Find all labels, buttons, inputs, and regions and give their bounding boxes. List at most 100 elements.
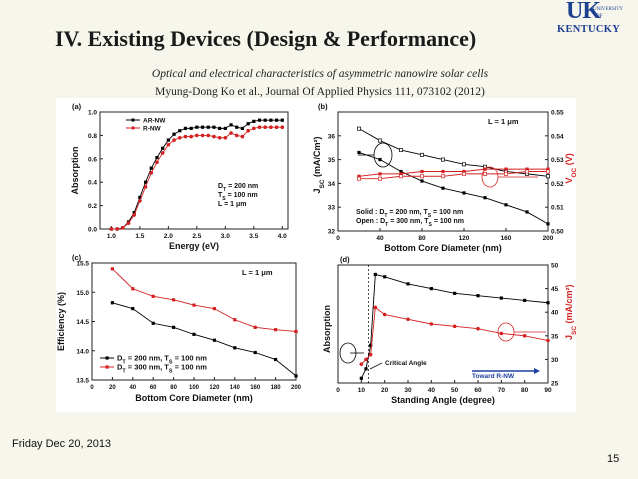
data-point bbox=[546, 222, 550, 226]
data-point bbox=[378, 176, 382, 181]
data-point bbox=[172, 325, 176, 329]
y-axis-label: Absorption bbox=[70, 147, 80, 195]
data-point bbox=[252, 126, 256, 131]
data-point bbox=[109, 227, 114, 231]
data-point bbox=[420, 174, 424, 179]
data-point bbox=[441, 174, 445, 179]
x-tick-label: 80 bbox=[170, 385, 177, 391]
series-line-1 bbox=[361, 306, 549, 365]
data-point bbox=[274, 125, 279, 130]
data-point bbox=[525, 210, 529, 214]
data-point bbox=[483, 171, 487, 176]
y-tick-label: 35 bbox=[328, 157, 336, 164]
x-tick-label: 200 bbox=[543, 235, 554, 242]
data-point bbox=[183, 134, 188, 139]
data-point bbox=[240, 134, 245, 139]
direction-arrowhead bbox=[534, 368, 540, 374]
legend-marker bbox=[131, 118, 135, 122]
x-tick-label: 60 bbox=[150, 385, 157, 391]
y-right-tick-label: 0.50 bbox=[551, 229, 564, 236]
y-axis-label: Efficiency (%) bbox=[56, 292, 66, 351]
annotation-text: L = 1 μm bbox=[488, 117, 519, 126]
data-point bbox=[161, 146, 165, 150]
annotation-text: Critical Angle bbox=[385, 360, 427, 367]
data-point bbox=[383, 275, 387, 279]
data-point bbox=[420, 169, 424, 174]
panel-a-frame bbox=[99, 111, 289, 230]
data-point bbox=[252, 119, 256, 123]
y-tick-label: 32 bbox=[328, 229, 336, 236]
x-tick-label: 60 bbox=[474, 387, 482, 394]
data-point bbox=[429, 287, 433, 291]
data-point bbox=[373, 305, 378, 310]
data-point bbox=[253, 350, 257, 355]
x-tick-label: 4.0 bbox=[278, 233, 287, 240]
panel-d-frame bbox=[337, 264, 549, 384]
data-point bbox=[476, 326, 480, 331]
logo-uk-text: UK bbox=[566, 0, 601, 24]
x-tick-label: 3.0 bbox=[221, 233, 230, 240]
x-tick-label: 40 bbox=[129, 385, 136, 391]
data-point bbox=[240, 126, 245, 130]
data-point bbox=[546, 301, 550, 305]
x-tick-label: 100 bbox=[189, 385, 200, 391]
data-point bbox=[138, 199, 142, 203]
x-tick-label: 0 bbox=[336, 387, 340, 394]
highlight-ellipse bbox=[373, 142, 393, 168]
y-tick-label: 15.0 bbox=[76, 290, 89, 297]
x-tick-label: 3.5 bbox=[249, 233, 258, 240]
x-tick-label: 20 bbox=[381, 387, 389, 394]
y-right-tick-label: 35 bbox=[551, 333, 559, 340]
data-point bbox=[453, 291, 457, 295]
x-tick-label: 2.5 bbox=[192, 233, 201, 240]
data-point bbox=[399, 169, 403, 174]
data-point bbox=[523, 298, 527, 302]
x-axis-label: Bottom Core Diameter (nm) bbox=[384, 243, 502, 253]
y-right-axis-label: JSC (mA/cm²) bbox=[564, 284, 576, 340]
y-tick-label: 36 bbox=[328, 133, 336, 140]
y-tick-label: 14.5 bbox=[76, 319, 89, 326]
y-tick-label: 33 bbox=[328, 205, 336, 212]
data-point bbox=[217, 135, 222, 140]
series-line-1 bbox=[111, 126, 283, 230]
data-point bbox=[525, 167, 529, 171]
annotation-text: TS = 100 nm bbox=[218, 192, 258, 202]
legend-marker bbox=[105, 365, 109, 369]
data-point bbox=[212, 134, 216, 139]
y-right-tick-label: 0.51 bbox=[551, 205, 564, 212]
panel-b-label: (b) bbox=[318, 102, 328, 111]
data-point bbox=[546, 169, 550, 174]
data-point bbox=[364, 357, 368, 362]
data-point bbox=[525, 169, 529, 174]
data-point bbox=[212, 125, 216, 129]
data-point bbox=[274, 328, 278, 332]
data-point bbox=[229, 131, 233, 135]
x-tick-label: 0 bbox=[336, 235, 340, 242]
data-point bbox=[357, 174, 361, 178]
y-tick-label: 13.5 bbox=[76, 378, 89, 385]
data-point bbox=[177, 135, 182, 140]
data-point bbox=[229, 123, 233, 127]
data-point bbox=[546, 174, 550, 179]
data-point bbox=[131, 307, 135, 311]
data-point bbox=[357, 126, 361, 131]
legend-marker bbox=[105, 356, 109, 360]
legend-marker bbox=[131, 126, 135, 130]
data-point bbox=[399, 174, 403, 179]
annotation-pointer bbox=[369, 362, 383, 370]
data-point bbox=[206, 125, 210, 129]
x-tick-label: 160 bbox=[250, 385, 261, 391]
logo-of-text: OF bbox=[596, 14, 603, 19]
data-point bbox=[166, 138, 170, 142]
data-point bbox=[462, 171, 466, 176]
x-tick-label: 50 bbox=[451, 387, 459, 394]
data-point bbox=[294, 374, 298, 378]
legend-label: DT = 300 nm, TS = 100 nm bbox=[117, 363, 207, 375]
data-point bbox=[359, 376, 363, 380]
data-point bbox=[223, 126, 227, 130]
x-tick-label: 20 bbox=[109, 385, 116, 391]
data-point bbox=[155, 160, 159, 165]
x-axis-label: Standing Angle (degree) bbox=[391, 395, 495, 405]
x-tick-label: 120 bbox=[209, 385, 220, 391]
data-point bbox=[364, 367, 368, 371]
